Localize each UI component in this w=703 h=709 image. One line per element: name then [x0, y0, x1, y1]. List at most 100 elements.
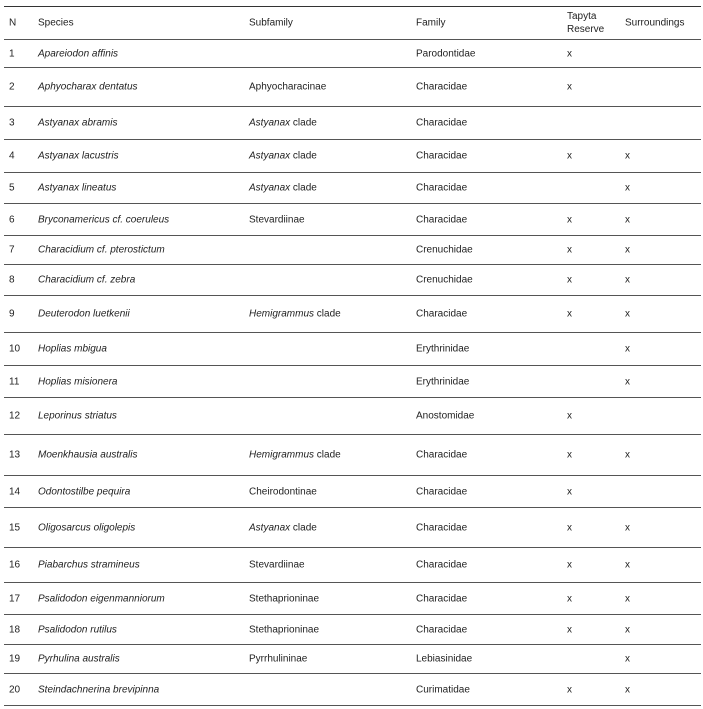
- cell-subfamily-genus: Hemigrammus: [249, 449, 315, 461]
- table-row: 12 Leporinus striatus Anostomidae x: [4, 398, 701, 435]
- cell-subfamily-text: clade: [314, 449, 341, 461]
- cell-n: 17: [9, 593, 21, 604]
- cell-species: Psalidodon rutilus: [38, 624, 117, 635]
- cell-tapyta: x: [567, 684, 572, 695]
- cell-family: Characidae: [416, 593, 468, 604]
- cell-family: Characidae: [416, 559, 468, 571]
- cell-family: Parodontidae: [416, 48, 476, 59]
- cell-n: 11: [9, 376, 20, 387]
- header-surroundings: Surroundings: [625, 17, 685, 29]
- cell-subfamily: Stethaprioninae: [249, 593, 319, 604]
- cell-subfamily: Hemigrammus clade: [249, 309, 341, 320]
- cell-n: 16: [9, 559, 21, 571]
- cell-n: 5: [9, 182, 15, 194]
- cell-subfamily-text: Stethaprioninae: [249, 593, 320, 604]
- cell-n: 12: [9, 410, 21, 422]
- table-body: 1 Apareiodon affinis Parodontidae x 2 Aphyoch…: [4, 40, 701, 706]
- cell-family: Characidae: [416, 214, 468, 225]
- cell-subfamily-text: clade: [290, 150, 317, 162]
- table-row: 3 Astyanax abramis Astyanax clade Characida…: [4, 107, 701, 140]
- cell-n: 18: [9, 624, 21, 635]
- cell-subfamily: Hemigrammus clade: [249, 450, 341, 461]
- cell-family: Characidae: [416, 150, 468, 162]
- cell-species: Piabarchus stramineus: [38, 559, 140, 571]
- cell-surroundings: x: [625, 624, 630, 635]
- table-row: 18 Psalidodon rutilus Stethaprioninae Chara…: [4, 615, 701, 645]
- cell-subfamily: Stevardiinae: [249, 560, 305, 571]
- cell-tapyta: x: [567, 214, 572, 225]
- cell-subfamily: Astyanax clade: [249, 522, 317, 533]
- cell-subfamily: Aphyocharacinae: [249, 82, 326, 93]
- cell-surroundings: x: [625, 653, 630, 665]
- cell-species: Bryconamericus cf. coeruleus: [38, 214, 170, 225]
- cell-n: 3: [9, 117, 15, 129]
- table-header: N Species Subfamily Family Tapyta Reserve…: [4, 6, 701, 40]
- cell-n: 20: [9, 684, 21, 695]
- cell-subfamily-genus: Astyanax: [249, 182, 291, 194]
- cell-subfamily-text: Stethaprioninae: [249, 624, 320, 635]
- cell-tapyta: x: [567, 308, 572, 320]
- header-tapyta-reserve: Tapyta Reserve: [567, 10, 604, 36]
- cell-family: Characidae: [416, 486, 468, 497]
- cell-species: Odontostilbe pequira: [38, 486, 131, 497]
- cell-family: Characidae: [416, 81, 468, 93]
- cell-tapyta: x: [567, 48, 572, 59]
- cell-subfamily-text: Pyrrhulininae: [249, 653, 308, 665]
- cell-subfamily-text: Stevardiinae: [249, 214, 305, 225]
- cell-tapyta: x: [567, 81, 572, 93]
- table-row: 2 Aphyocharax dentatus Aphyocharacinae Char…: [4, 68, 701, 107]
- header-species: Species: [38, 17, 74, 29]
- table-row: 6 Bryconamericus cf. coeruleus Stevardiina…: [4, 204, 701, 236]
- header-tapyta-line1: Tapyta: [567, 11, 597, 22]
- header-subfamily: Subfamily: [249, 17, 293, 29]
- cell-subfamily-genus: Hemigrammus: [249, 308, 315, 320]
- table-row: 7 Characidium cf. pterostictum Crenuchidae…: [4, 236, 701, 265]
- cell-tapyta: x: [567, 244, 572, 256]
- cell-subfamily-text: clade: [290, 182, 317, 194]
- table-row: 20 Steindachnerina brevipinna Curimatidae x…: [4, 674, 701, 706]
- cell-surroundings: x: [625, 559, 630, 571]
- cell-n: 8: [9, 274, 15, 286]
- cell-family: Characidae: [416, 522, 468, 533]
- cell-subfamily: Astyanax clade: [249, 118, 317, 129]
- cell-family: Characidae: [416, 624, 468, 635]
- cell-species: Moenkhausia australis: [38, 449, 138, 461]
- cell-subfamily-text: Aphyocharacinae: [249, 81, 327, 93]
- cell-family: Erythrinidae: [416, 343, 470, 355]
- cell-n: 1: [9, 48, 15, 59]
- cell-family: Characidae: [416, 117, 468, 129]
- cell-species: Psalidodon eigenmanniorum: [38, 593, 165, 604]
- table-row: 16 Piabarchus stramineus Stevardiinae Chara…: [4, 548, 701, 583]
- cell-tapyta: x: [567, 559, 572, 571]
- table-row: 1 Apareiodon affinis Parodontidae x: [4, 40, 701, 68]
- cell-tapyta: x: [567, 410, 572, 422]
- cell-n: 7: [9, 244, 15, 256]
- cell-species: Apareiodon affinis: [38, 48, 119, 59]
- cell-tapyta: x: [567, 449, 572, 461]
- header-tapyta-line2: Reserve: [567, 24, 605, 35]
- cell-species: Characidium cf. zebra: [38, 274, 136, 286]
- cell-n: 13: [9, 449, 21, 461]
- cell-family: Erythrinidae: [416, 376, 470, 387]
- cell-subfamily-text: clade: [314, 308, 341, 320]
- cell-surroundings: x: [625, 343, 630, 355]
- cell-subfamily-text: Stevardiinae: [249, 559, 305, 571]
- cell-species: Steindachnerina brevipinna: [38, 684, 160, 695]
- cell-family: Lebiasinidae: [416, 653, 473, 665]
- cell-surroundings: x: [625, 684, 630, 695]
- table-row: 19 Pyrhulina australis Pyrrhulininae Lebias…: [4, 645, 701, 674]
- cell-surroundings: x: [625, 449, 630, 461]
- cell-species: Astyanax abramis: [38, 117, 118, 129]
- cell-tapyta: x: [567, 522, 572, 533]
- cell-subfamily: Stethaprioninae: [249, 624, 319, 635]
- cell-n: 15: [9, 522, 21, 533]
- cell-n: 10: [9, 343, 21, 355]
- table-row: 15 Oligosarcus oligolepis Astyanax clade Ch…: [4, 508, 701, 548]
- cell-species: Astyanax lineatus: [38, 182, 117, 194]
- cell-species: Hoplias mbigua: [38, 343, 107, 355]
- cell-species: Astyanax lacustris: [38, 150, 119, 162]
- cell-surroundings: x: [625, 244, 630, 256]
- cell-tapyta: x: [567, 486, 572, 497]
- cell-n: 19: [9, 653, 21, 665]
- cell-surroundings: x: [625, 308, 630, 320]
